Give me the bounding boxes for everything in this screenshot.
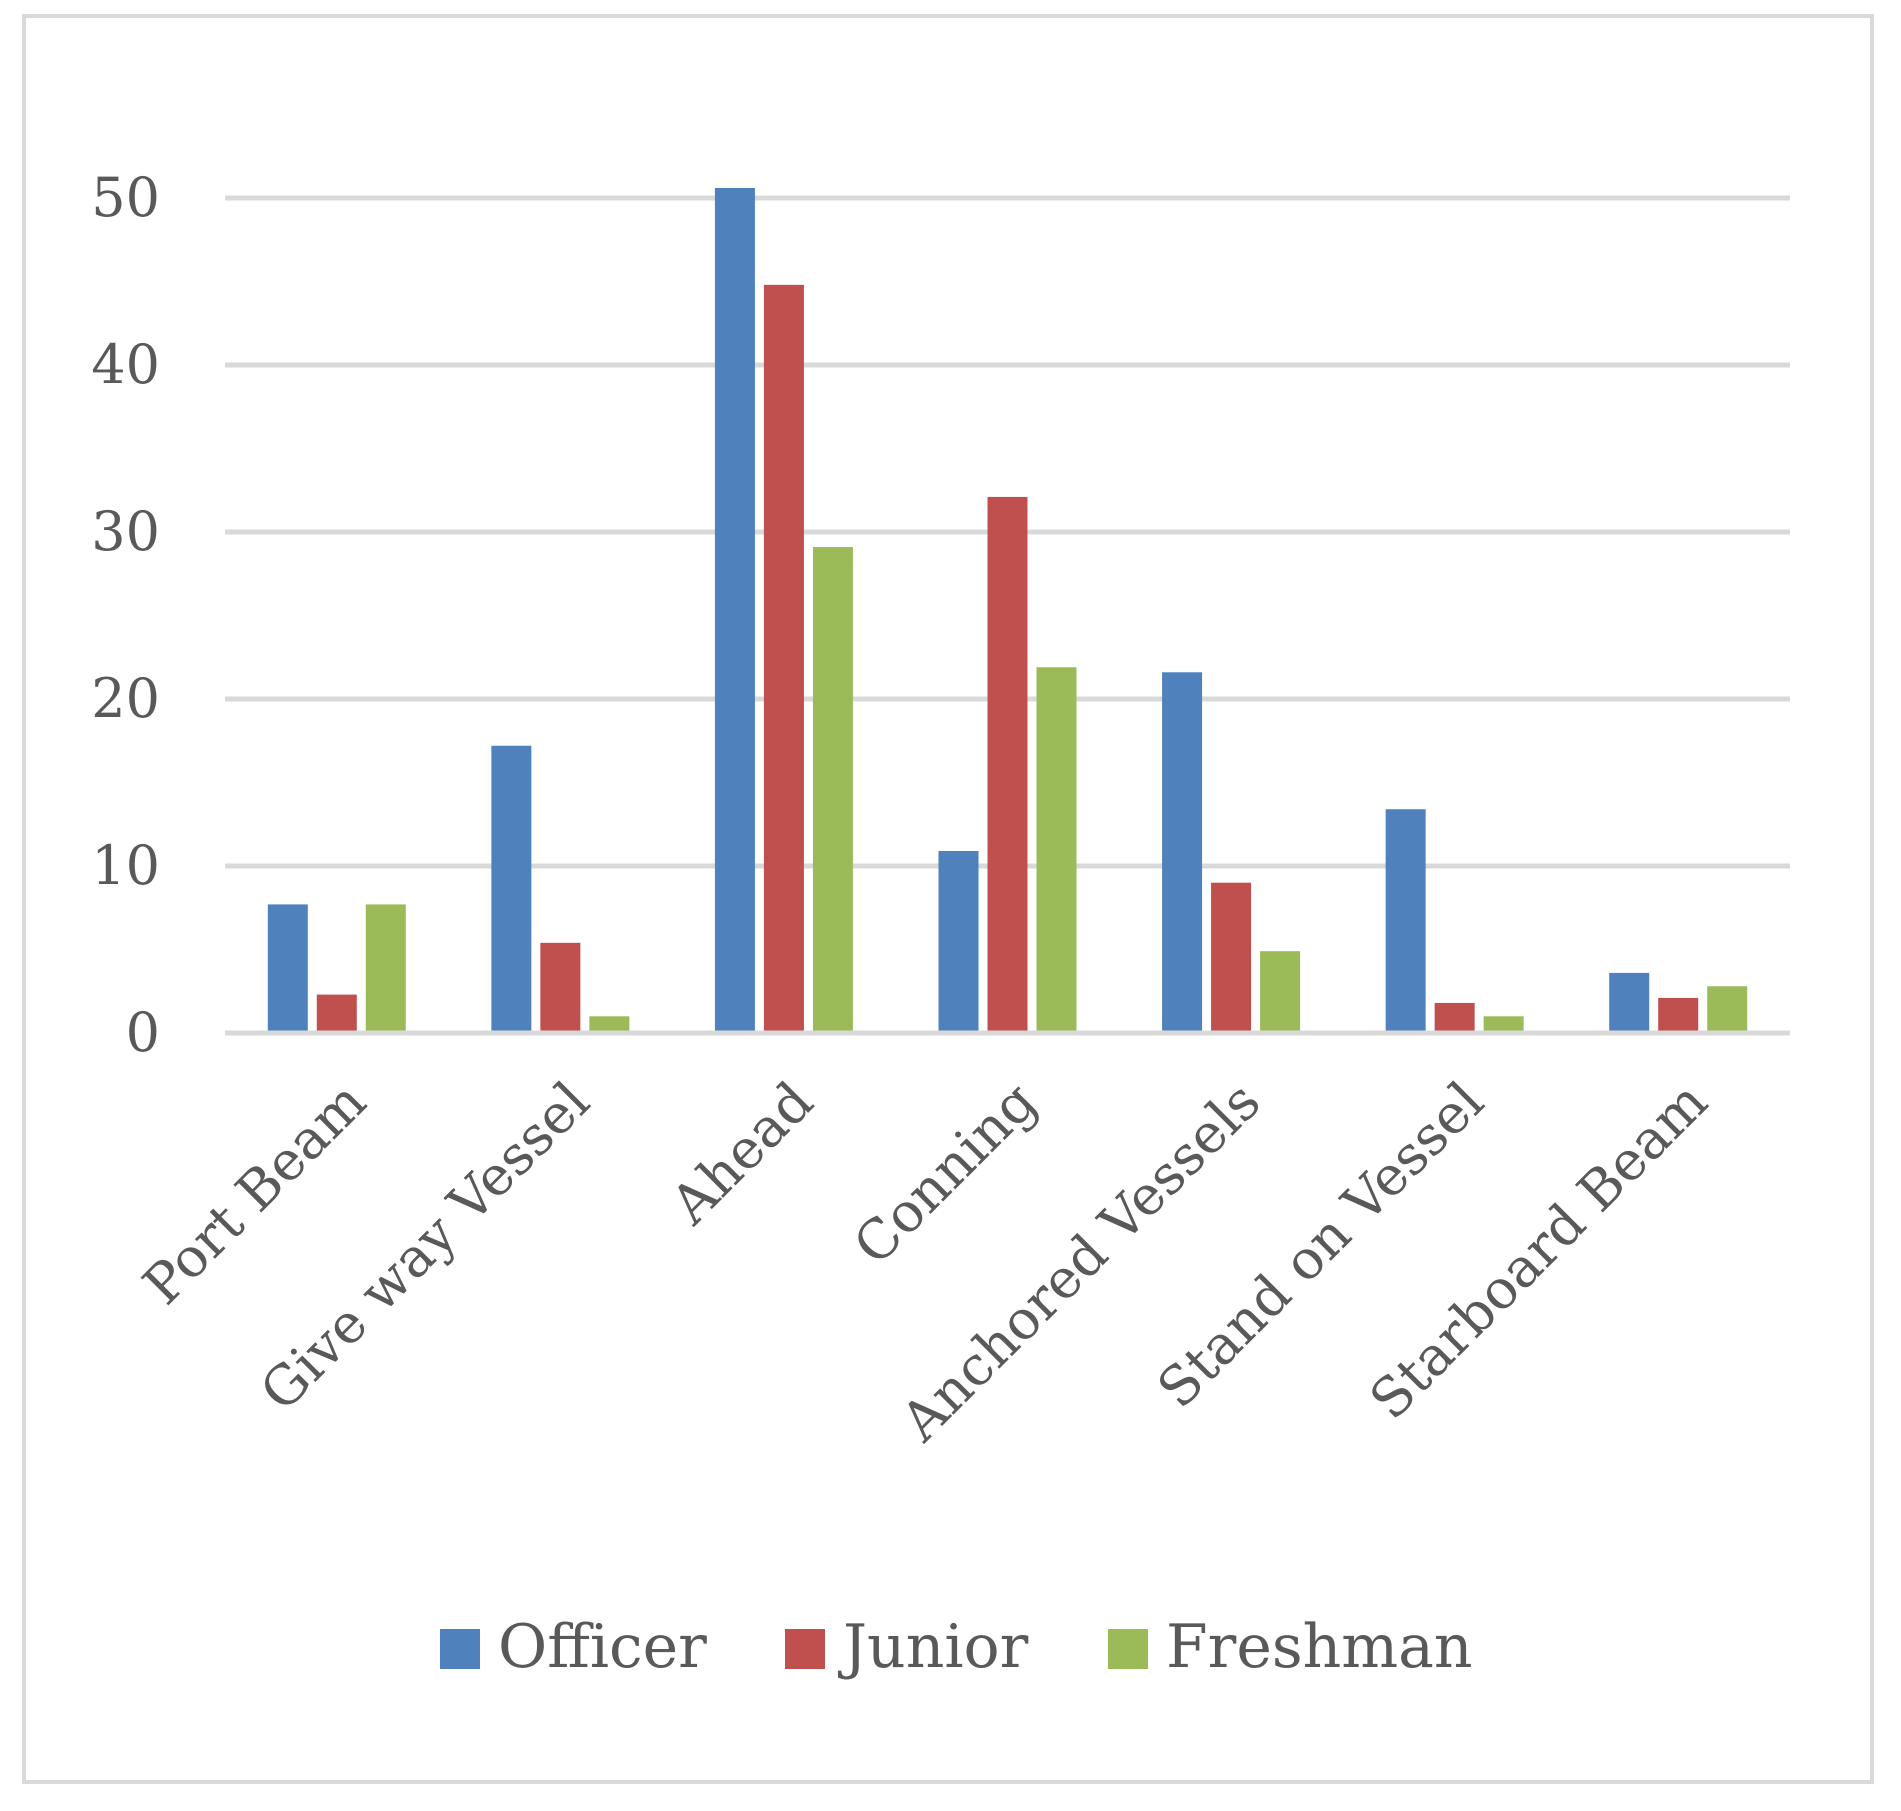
bar-junior-5 [1434, 1002, 1475, 1033]
y-tick-label-40: 40 [91, 333, 160, 396]
bar-freshman-3 [1036, 667, 1077, 1033]
legend-swatch-officer [440, 1629, 480, 1669]
bar-officer-2 [714, 187, 755, 1034]
bar-junior-6 [1658, 997, 1699, 1033]
legend-label-freshman: Freshman [1166, 1612, 1473, 1682]
bar-junior-2 [763, 284, 804, 1034]
legend: Officer Junior Freshman [440, 1612, 1473, 1682]
bar-officer-4 [1162, 672, 1203, 1033]
y-tick-label-30: 30 [91, 500, 160, 563]
legend-label-officer: Officer [498, 1612, 707, 1682]
y-tick-labels: 0 10 20 30 40 50 [91, 166, 160, 1064]
bar-freshman-4 [1260, 951, 1301, 1033]
legend-label-junior: Junior [837, 1612, 1029, 1682]
bar-officer-6 [1609, 972, 1650, 1033]
bar-junior-0 [316, 994, 357, 1033]
category-label-3: Conning [841, 1070, 1048, 1277]
legend-swatch-junior [785, 1629, 825, 1669]
legend-swatch-freshman [1108, 1629, 1148, 1669]
y-tick-label-20: 20 [91, 667, 160, 730]
y-tick-label-10: 10 [91, 834, 160, 897]
bar-freshman-2 [812, 547, 853, 1033]
bar-freshman-6 [1707, 986, 1748, 1033]
bar-officer-5 [1385, 809, 1426, 1033]
category-label-0: Port Beam [131, 1070, 378, 1317]
bar-junior-4 [1211, 882, 1252, 1033]
bar-junior-3 [987, 496, 1028, 1033]
bar-freshman-1 [589, 1016, 630, 1033]
bar-junior-1 [540, 942, 581, 1033]
bar-officer-1 [491, 745, 532, 1033]
y-tick-label-0: 0 [126, 1001, 160, 1064]
bar-freshman-0 [365, 904, 406, 1033]
bar-officer-3 [938, 850, 979, 1033]
category-label-2: Ahead [658, 1070, 825, 1237]
bar-officer-0 [267, 904, 308, 1033]
bars [267, 187, 1748, 1034]
y-tick-label-50: 50 [91, 166, 160, 229]
bar-freshman-5 [1483, 1016, 1524, 1033]
